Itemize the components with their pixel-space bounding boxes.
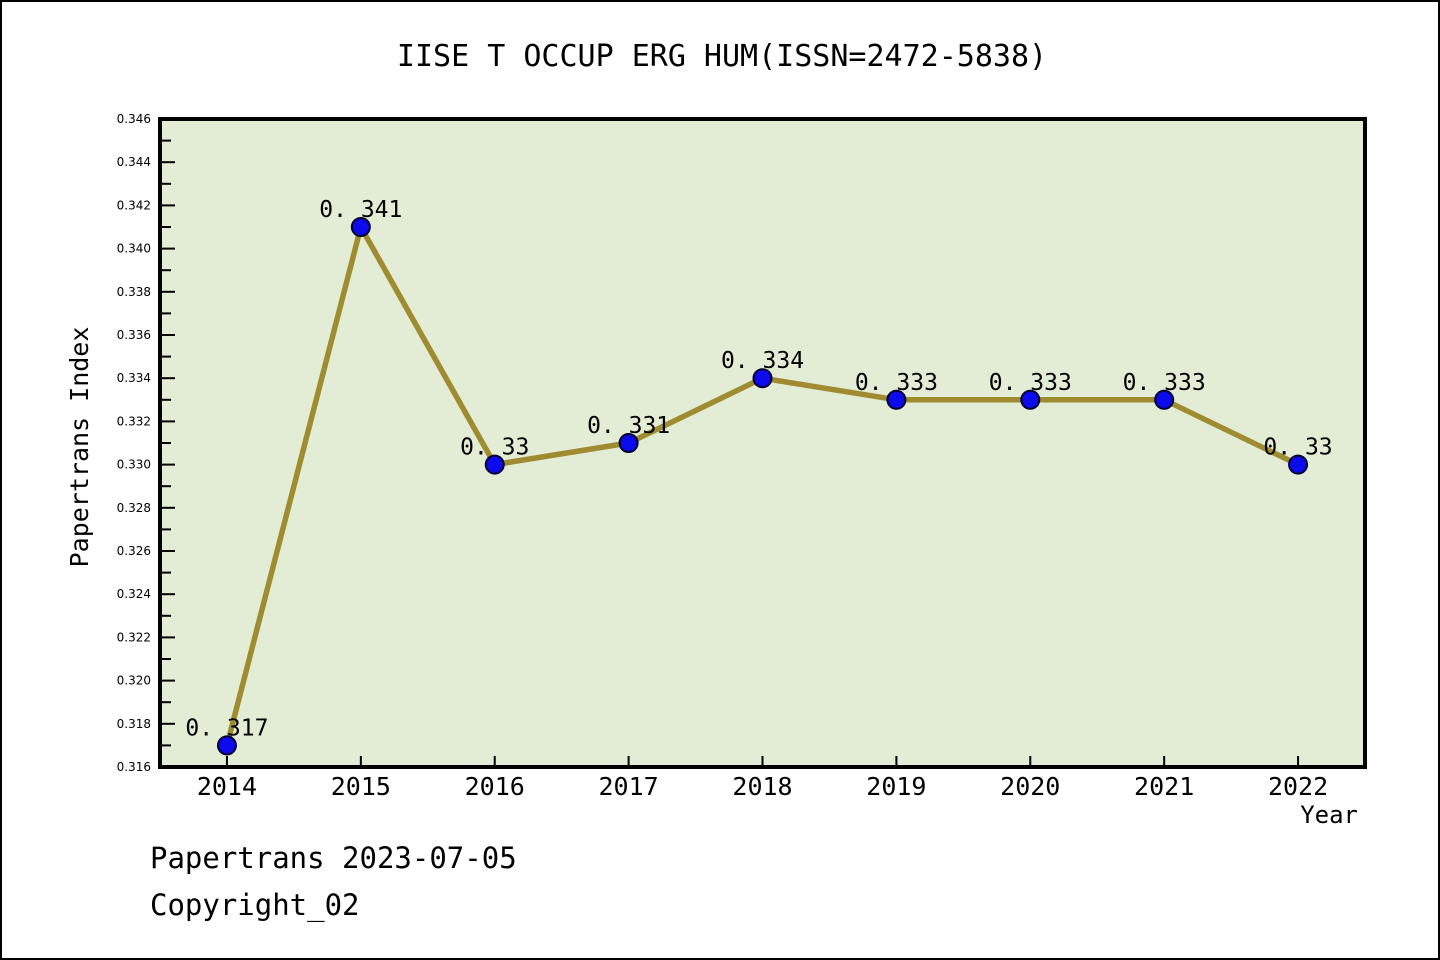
x-tick-label: 2015 — [331, 772, 391, 801]
data-point-label: 0. 33 — [1263, 435, 1332, 461]
y-tick-label: 0.340 — [117, 242, 151, 256]
y-tick-label: 0.326 — [117, 544, 151, 558]
x-tick-label: 2022 — [1268, 772, 1328, 801]
data-point-label: 0. 331 — [587, 413, 670, 439]
y-tick-label: 0.318 — [117, 717, 151, 731]
data-point-label: 0. 333 — [989, 370, 1072, 396]
footer-copyright: Copyright_02 — [150, 888, 360, 923]
x-tick-label: 2019 — [866, 772, 926, 801]
x-tick-label: 2017 — [599, 772, 659, 801]
data-point — [752, 368, 773, 389]
x-tick-label: 2014 — [197, 772, 257, 801]
data-point — [1154, 389, 1175, 410]
x-tick-label: 2016 — [465, 772, 525, 801]
data-point-label: 0. 33 — [460, 435, 529, 461]
data-point — [484, 454, 505, 475]
data-point-label: 0. 333 — [855, 370, 938, 396]
chart-plot-area: 0.316 0.318 0.320 0.322 0.324 0.326 0.328 0.330… — [117, 112, 1367, 801]
y-tick-label: 0.336 — [117, 328, 151, 342]
y-tick-label: 0.334 — [117, 371, 151, 385]
y-tick-label: 0.346 — [117, 112, 151, 126]
data-point-label: 0. 341 — [319, 197, 402, 223]
y-tick-label: 0.322 — [117, 630, 151, 644]
y-tick-label: 0.328 — [117, 501, 151, 515]
chart-title: IISE T OCCUP ERG HUM(ISSN=2472-5838) — [397, 39, 1047, 74]
x-axis-label: Year — [1300, 801, 1358, 829]
y-tick-label: 0.316 — [117, 760, 151, 774]
y-tick-label: 0.320 — [117, 674, 151, 688]
data-point — [618, 433, 639, 453]
x-tick-label: 2020 — [1000, 772, 1060, 801]
y-tick-label: 0.338 — [117, 285, 151, 299]
data-point — [886, 389, 907, 410]
y-axis-label: Papertrans Index — [65, 327, 94, 568]
data-point-label: 0. 334 — [721, 348, 804, 374]
data-point — [216, 735, 237, 756]
x-tick-label: 2018 — [732, 772, 792, 801]
y-tick-label: 0.324 — [117, 587, 151, 601]
y-tick-label: 0.344 — [117, 155, 151, 169]
data-point — [1288, 454, 1309, 475]
x-tick-label: 2021 — [1134, 772, 1194, 801]
data-point — [350, 217, 371, 237]
plot-border — [158, 117, 1367, 769]
y-tick-label: 0.330 — [117, 458, 151, 472]
data-point-label: 0. 317 — [185, 715, 268, 741]
y-tick-label: 0.342 — [117, 198, 151, 212]
data-point-label: 0. 333 — [1123, 370, 1206, 396]
footer-date: Papertrans 2023-07-05 — [150, 841, 517, 875]
data-point — [1020, 389, 1041, 410]
y-tick-label: 0.332 — [117, 414, 151, 428]
